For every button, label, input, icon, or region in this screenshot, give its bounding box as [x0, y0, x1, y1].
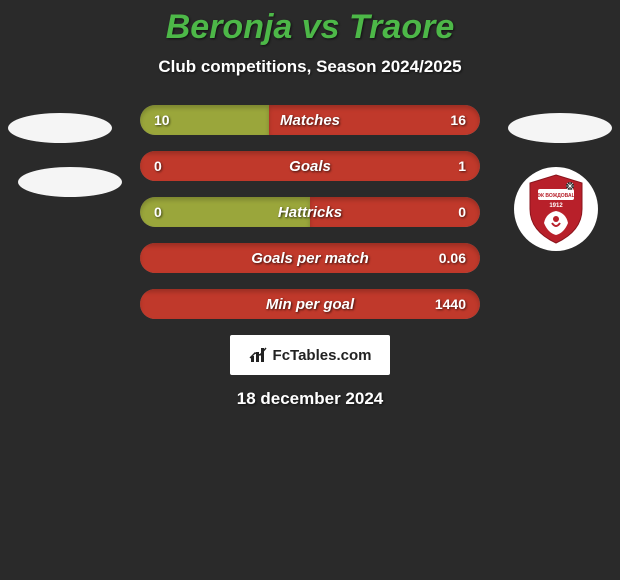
page-title: Beronja vs Traore: [0, 8, 620, 47]
stat-label: Hattricks: [140, 204, 480, 221]
subtitle: Club competitions, Season 2024/2025: [0, 57, 620, 77]
date-text: 18 december 2024: [0, 389, 620, 409]
stat-right-value: 0.06: [432, 250, 466, 266]
stat-row-goals-per-match: Goals per match 0.06: [140, 243, 480, 273]
comparison-widget: Beronja vs Traore Club competitions, Sea…: [0, 0, 620, 409]
brand-text: FcTables.com: [273, 347, 372, 364]
stats-area: ФК ВОЖДОВАЦ 1912 10 Matches 16: [0, 105, 620, 409]
stat-label: Matches: [140, 112, 480, 129]
badge-year: 1912: [549, 203, 563, 209]
player-left-slot-1: [8, 113, 112, 143]
badge-text-top: ФК ВОЖДОВАЦ: [537, 193, 576, 199]
stat-row-hattricks: 0 Hattricks 0: [140, 197, 480, 227]
stat-right-value: 0: [432, 204, 466, 220]
stat-right-value: 1: [432, 158, 466, 174]
brand-box[interactable]: FcTables.com: [230, 335, 390, 375]
stat-right-value: 1440: [432, 296, 466, 312]
stat-row-min-per-goal: Min per goal 1440: [140, 289, 480, 319]
stat-right-value: 16: [432, 112, 466, 128]
club-badge-right: ФК ВОЖДОВАЦ 1912: [514, 167, 598, 251]
stat-row-goals: 0 Goals 1: [140, 151, 480, 181]
player-left-slot-2: [18, 167, 122, 197]
stat-label: Min per goal: [140, 296, 480, 313]
club-badge-shield: ФК ВОЖДОВАЦ 1912: [524, 173, 588, 245]
stat-label: Goals per match: [140, 250, 480, 267]
chart-icon: [249, 346, 269, 364]
stat-label: Goals: [140, 158, 480, 175]
stat-rows: 10 Matches 16 0 Goals 1 0 Hattricks 0: [140, 105, 480, 319]
player-right-slot-1: [508, 113, 612, 143]
stat-row-matches: 10 Matches 16: [140, 105, 480, 135]
